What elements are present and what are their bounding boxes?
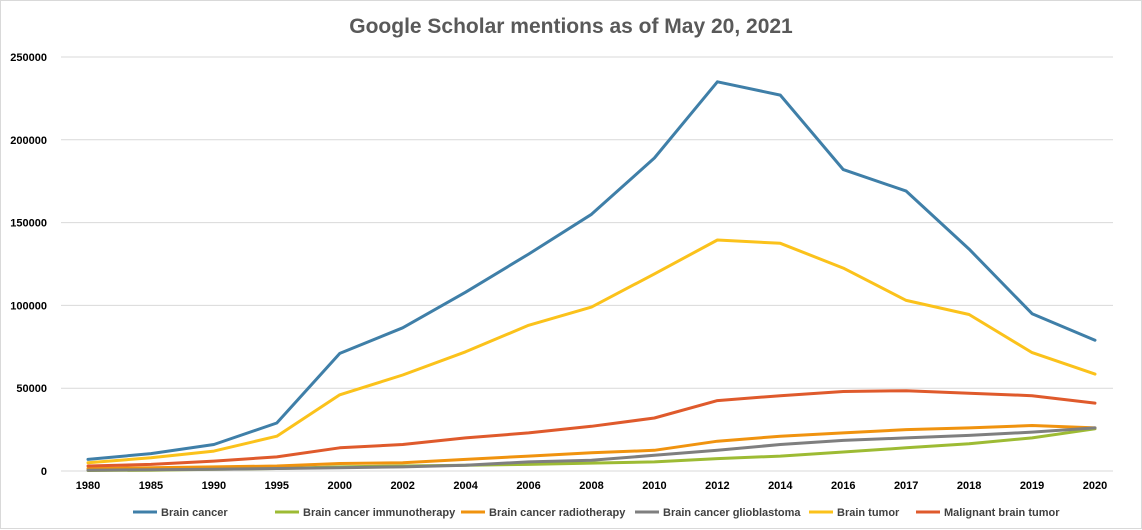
x-tick-label: 2020 <box>1083 480 1107 492</box>
series-line-brain-cancer-glioblastoma <box>86 426 1097 472</box>
gridlines <box>61 56 1113 472</box>
x-tick-label: 1980 <box>76 480 100 492</box>
x-axis: 1980 1985 1990 1995 2000 2002 2004 2006 2008 2010… <box>76 480 1107 492</box>
x-tick-label: 2000 <box>328 480 352 492</box>
x-tick-label: 2019 <box>1020 480 1044 492</box>
series-line-brain-cancer-radiotherapy <box>86 424 1097 470</box>
series-lines <box>86 80 1097 472</box>
y-tick-label: 100000 <box>10 300 47 312</box>
legend-item: Brain tumor <box>809 507 900 519</box>
x-tick-label: 2014 <box>768 480 793 492</box>
legend-item: Brain cancer radiotherapy <box>461 507 626 519</box>
chart-title: Google Scholar mentions as of May 20, 20… <box>349 15 793 38</box>
legend-label: Brain cancer <box>161 507 228 519</box>
y-tick-label: 250000 <box>10 52 47 64</box>
legend-label: Brain cancer glioblastoma <box>663 507 801 519</box>
legend-item: Brain cancer immunotherapy <box>275 507 456 519</box>
y-tick-label: 0 <box>41 466 47 478</box>
legend-label: Brain cancer immunotherapy <box>303 507 456 519</box>
y-tick-label: 150000 <box>10 218 47 230</box>
x-tick-label: 2004 <box>453 480 478 492</box>
y-tick-label: 50000 <box>16 383 47 395</box>
legend-item: Brain cancer glioblastoma <box>635 507 801 519</box>
x-tick-label: 1990 <box>202 480 226 492</box>
x-tick-label: 2017 <box>894 480 918 492</box>
series-line-malignant-brain-tumor <box>86 389 1097 468</box>
x-tick-label: 1995 <box>265 480 289 492</box>
legend: Brain cancer Brain cancer immunotherapy Br… <box>133 507 1060 519</box>
y-axis: 0 50000 100000 150000 200000 250000 <box>10 52 47 478</box>
series-line-brain-cancer <box>86 80 1097 461</box>
legend-label: Brain cancer radiotherapy <box>489 507 626 519</box>
legend-item: Malignant brain tumor <box>916 507 1060 519</box>
legend-item: Brain cancer <box>133 507 228 519</box>
y-tick-label: 200000 <box>10 135 47 147</box>
legend-label: Malignant brain tumor <box>944 507 1060 519</box>
x-tick-label: 2012 <box>705 480 729 492</box>
x-tick-label: 2006 <box>516 480 540 492</box>
x-tick-label: 2018 <box>957 480 981 492</box>
x-tick-label: 2008 <box>579 480 603 492</box>
x-tick-label: 2002 <box>390 480 414 492</box>
x-tick-label: 2016 <box>831 480 855 492</box>
x-tick-label: 1985 <box>139 480 163 492</box>
series-line-brain-tumor <box>86 238 1097 465</box>
legend-label: Brain tumor <box>837 507 900 519</box>
x-tick-label: 2010 <box>642 480 666 492</box>
